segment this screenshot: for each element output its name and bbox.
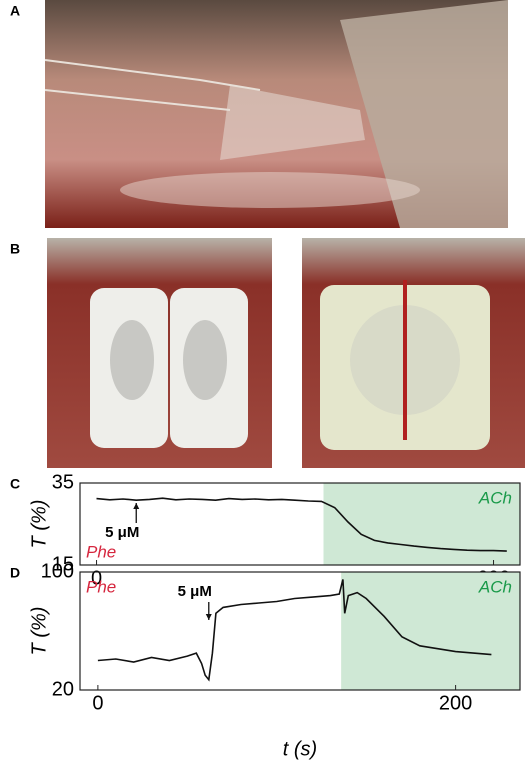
x-tick-label: 200	[439, 692, 472, 714]
shaded-region	[341, 572, 520, 690]
photo-a	[44, 0, 508, 228]
dose-label: 5 μM	[178, 583, 212, 600]
plot-frame	[79, 571, 521, 691]
panel-label: D	[10, 565, 20, 581]
panel-label: C	[10, 476, 20, 492]
drug-label: ACh	[478, 577, 512, 596]
photo-b-right	[302, 238, 525, 468]
y-tick-label: 20	[52, 678, 74, 700]
y-axis-label: T (%)	[28, 500, 50, 549]
y-tick-label: 15	[52, 553, 74, 575]
dose-arrowhead	[205, 614, 212, 620]
trace	[96, 497, 507, 552]
x-tick-label: 0	[92, 692, 103, 714]
trace	[97, 579, 492, 682]
x-axis-label: t (s)	[283, 738, 317, 760]
dose-label: 5 μM	[105, 524, 139, 541]
drug-label: ACh	[478, 488, 512, 507]
panel-label: A	[10, 3, 20, 19]
y-tick-label: 100	[41, 560, 74, 582]
y-tick-label: 35	[52, 471, 74, 493]
y-axis-label: T (%)	[28, 607, 50, 656]
panel-label: B	[10, 241, 20, 257]
drug-label: Phe	[86, 577, 116, 596]
photo-b-left	[47, 238, 272, 468]
plot-frame	[79, 482, 521, 566]
drug-label: Phe	[86, 542, 116, 561]
dose-arrowhead	[133, 503, 140, 509]
x-tick-label: 0	[91, 567, 102, 589]
